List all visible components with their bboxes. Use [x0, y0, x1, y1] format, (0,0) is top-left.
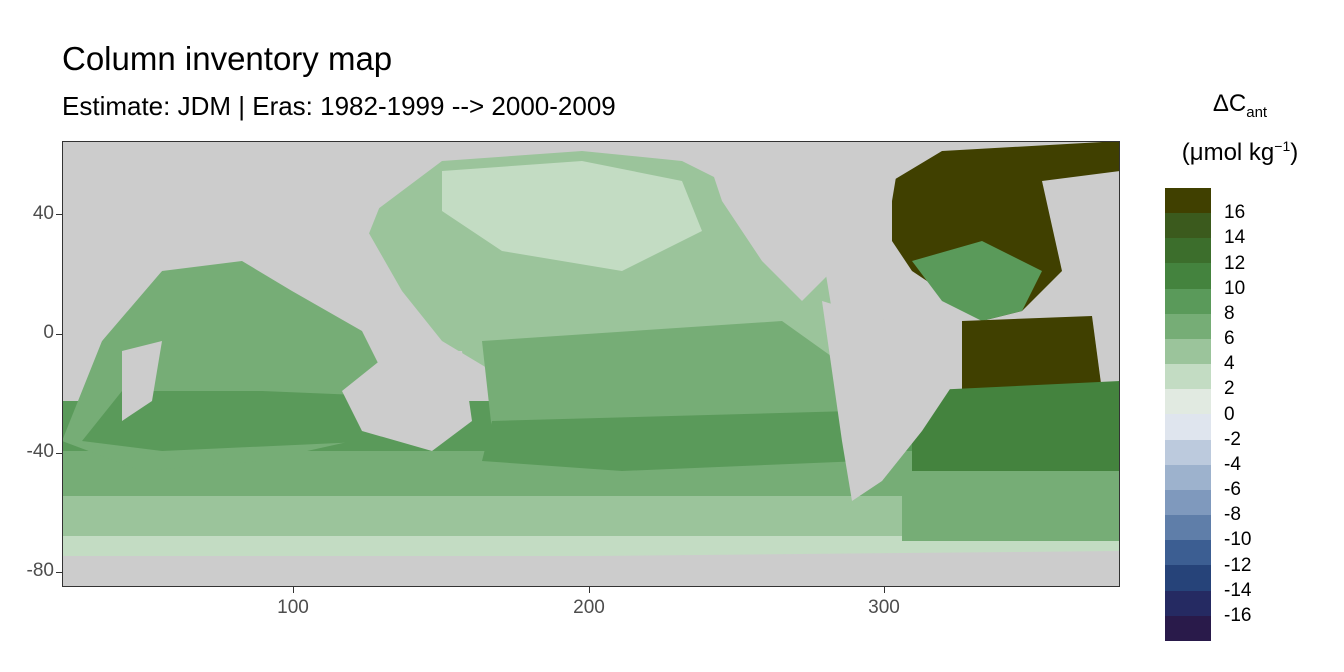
legend-tick-label: 16	[1224, 202, 1246, 224]
y-tick-mark	[56, 214, 62, 215]
legend-tick-label: 8	[1224, 302, 1235, 324]
legend-color-swatch	[1165, 540, 1211, 566]
legend-tick-label: -10	[1224, 529, 1252, 551]
legend-color-swatch	[1165, 515, 1211, 541]
band-south-75	[62, 536, 1120, 556]
legend-tick-label: -6	[1224, 479, 1241, 500]
y-tick-label: -40	[26, 441, 54, 462]
legend-tick-label: -16	[1224, 604, 1252, 626]
atlantic-subtropical	[912, 241, 1042, 321]
y-tick-label: -80	[26, 560, 54, 581]
y-tick-label: 40	[32, 203, 54, 224]
legend-tick-label: 4	[1224, 353, 1235, 375]
legend-unit-sup: −1	[1274, 138, 1291, 154]
legend-color-swatch	[1165, 364, 1211, 390]
legend-title-main: ΔC	[1212, 90, 1247, 117]
legend-color-swatch	[1165, 439, 1211, 465]
legend-color-swatch	[1165, 615, 1211, 641]
indian-ocean-south	[82, 391, 382, 451]
south-pacific	[482, 321, 852, 441]
legend-tick-label: 0	[1224, 403, 1235, 425]
y-tick-mark	[56, 572, 62, 573]
legend-tick-label: 14	[1224, 227, 1246, 249]
legend-title-sub: ant	[1246, 103, 1268, 121]
legend-color-swatch	[1165, 288, 1211, 314]
south-atlantic	[912, 381, 1120, 471]
chart-subtitle: Estimate: JDM | Eras: 1982-1999 --> 2000…	[62, 91, 616, 121]
pacific-south-band	[482, 411, 862, 471]
legend-color-swatch	[1165, 414, 1211, 440]
y-tick-mark	[56, 334, 62, 335]
legend-tick-label: -2	[1224, 428, 1241, 450]
legend-unit-prefix: (μmol kg	[1181, 139, 1275, 166]
legend-color-swatch	[1165, 238, 1211, 264]
north-pacific-light	[442, 161, 702, 271]
europe-africa-east	[1042, 171, 1120, 331]
x-tick-label: 300	[868, 597, 900, 618]
y-tick-mark	[56, 453, 62, 454]
antarctica	[62, 551, 1120, 587]
eurasia-africa	[62, 141, 382, 391]
legend-tick-label: -14	[1224, 579, 1252, 601]
legend-title: ΔCant	[1160, 90, 1320, 121]
tropical-atlantic	[962, 316, 1102, 401]
ocean-map	[62, 141, 1120, 587]
legend-tick-label: -8	[1224, 504, 1241, 526]
legend-tick-label: -4	[1224, 453, 1241, 475]
legend-tick-label: 12	[1224, 252, 1246, 274]
legend-color-swatch	[1165, 389, 1211, 415]
north-america	[702, 141, 902, 301]
south-atlantic-band	[902, 471, 1120, 541]
legend-tick-label: 2	[1224, 378, 1235, 400]
color-legend-bar	[1165, 188, 1211, 641]
madagascar-region	[122, 341, 162, 421]
south-america	[822, 301, 962, 501]
legend-color-swatch	[1165, 338, 1211, 365]
legend-color-swatch	[1165, 489, 1211, 516]
x-tick-mark	[884, 587, 885, 593]
x-tick-label: 200	[573, 597, 605, 618]
chart-title: Column inventory map	[62, 40, 393, 77]
map-panel	[62, 141, 1120, 587]
legend-tick-label: 10	[1224, 277, 1246, 299]
x-tick-mark	[589, 587, 590, 593]
x-tick-label: 100	[277, 597, 309, 618]
legend-unit: (μmol kg−1)	[1160, 138, 1320, 167]
y-tick-label: 0	[43, 322, 54, 343]
x-tick-mark	[293, 587, 294, 593]
australia	[342, 351, 472, 451]
legend-color-swatch	[1165, 313, 1211, 339]
legend-color-swatch	[1165, 464, 1211, 490]
legend-tick-label: -12	[1224, 554, 1252, 576]
legend-color-swatch	[1165, 213, 1211, 239]
legend-color-swatch	[1165, 565, 1211, 591]
legend-color-swatch	[1165, 188, 1211, 214]
legend-color-swatch	[1165, 263, 1211, 289]
legend-color-swatch	[1165, 590, 1211, 616]
legend-tick-label: 6	[1224, 328, 1235, 349]
legend-unit-suffix: )	[1290, 139, 1299, 166]
